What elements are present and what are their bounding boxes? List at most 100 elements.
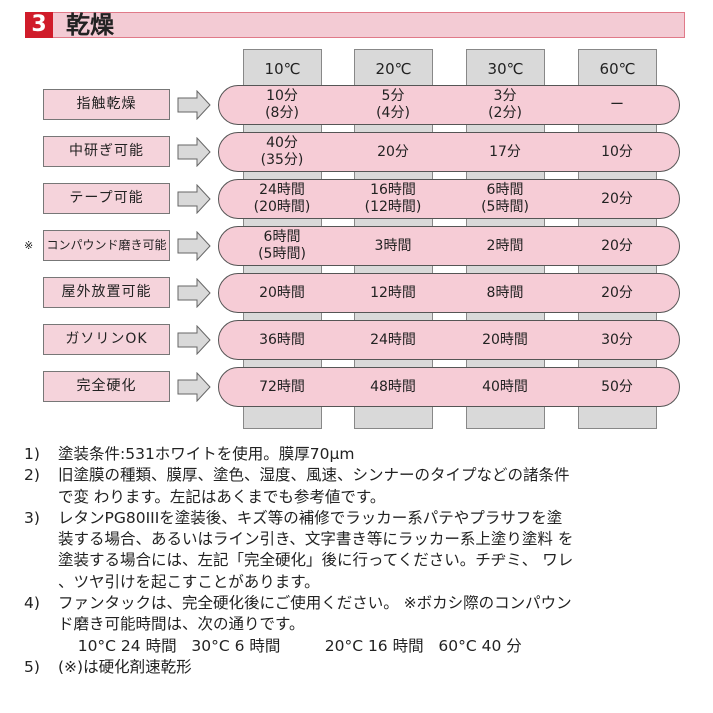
section-title: 乾燥 (66, 11, 114, 39)
marker: ※ (24, 239, 34, 252)
cell-text: 20分 (601, 237, 633, 254)
note-number: 2) (24, 466, 40, 485)
note-line: ド磨き可能時間は、次の通りです。 (58, 615, 305, 634)
column-header: 20℃ (375, 60, 412, 78)
time-cell: 20時間 (449, 320, 561, 360)
row-values (218, 226, 680, 266)
cell-text: (2分) (488, 105, 522, 121)
cell-text: 72時間 (259, 378, 305, 395)
row-values (218, 132, 680, 172)
section-number: 3 (25, 12, 53, 38)
row-label: 屋外放置可能 (43, 277, 170, 308)
cell-text: 3分 (493, 88, 517, 104)
arrow-right-icon (177, 372, 211, 402)
row-values (218, 273, 680, 313)
cell-text: 17分 (489, 143, 521, 160)
row-values (218, 85, 680, 125)
cell-text: (5時間) (258, 246, 306, 262)
time-cell: 30分 (561, 320, 673, 360)
arrow-right-icon (177, 184, 211, 214)
time-cell: 10分 (8分) (226, 85, 338, 125)
cell-text: 6時間 (486, 182, 524, 198)
row-label: 指触乾燥 (43, 89, 170, 120)
note-item: 2) 旧塗膜の種類、膜厚、塗色、湿度、風速、シンナーのタイプなどの諸条件 で変 わり… (24, 465, 573, 508)
cell-text: 16時間 (370, 182, 416, 198)
notes: 1) 塗装条件:531ホワイトを使用。膜厚70μm 2) 旧塗膜の種類、膜厚、塗色、湿… (24, 444, 573, 678)
column-header: 60℃ (599, 60, 636, 78)
cell-text: 24時間 (259, 182, 305, 198)
note-number: 5) (24, 657, 40, 676)
time-cell: 6時間 (5時間) (226, 226, 338, 266)
time-cell: 48時間 (337, 367, 449, 407)
row-values (218, 367, 680, 407)
row-label: コンパウンド磨き可能 (43, 230, 170, 261)
note-line: 塗装する場合には、左記「完全硬化」後に行ってください。チヂミ、 ワレ (58, 551, 574, 570)
time-cell: 24時間 (20時間) (226, 179, 338, 219)
time-cell: 3分 (2分) (449, 85, 561, 125)
cell-text: 40時間 (482, 378, 528, 395)
time-cell: 36時間 (226, 320, 338, 360)
cell-text: 20分 (377, 143, 409, 160)
cell-text: 10分 (266, 88, 298, 104)
time-cell: 50分 (561, 367, 673, 407)
cell-text: 48時間 (370, 378, 416, 395)
note-number: 3) (24, 508, 40, 527)
cell-text: 20時間 (259, 284, 305, 301)
cell-text: 20時間 (482, 331, 528, 348)
note-line: ファンタックは、完全硬化後にご使用ください。 ※ボカシ際のコンパウン (58, 594, 572, 613)
time-cell: 5分 (4分) (337, 85, 449, 125)
note-line: 10°C 24 時間 30°C 6 時間 20°C 16 時間 60°C 40 … (58, 636, 522, 655)
time-cell: 20分 (561, 273, 673, 313)
cell-text: (5時間) (481, 199, 529, 215)
cell-text: 5分 (381, 88, 405, 104)
cell-text: (12時間) (364, 199, 422, 215)
note-line: 装する場合、あるいはライン引き、文字書き等にラッカー系上塗り塗料 を (58, 530, 574, 549)
time-cell: 2時間 (449, 226, 561, 266)
time-cell: 20分 (561, 226, 673, 266)
note-item: 1) 塗装条件:531ホワイトを使用。膜厚70μm (24, 444, 573, 465)
time-cell: 24時間 (337, 320, 449, 360)
row-label: ガソリンOK (43, 324, 170, 355)
cell-text: 10分 (601, 143, 633, 160)
time-cell: 6時間 (5時間) (449, 179, 561, 219)
cell-text: 20分 (601, 190, 633, 207)
row-values (218, 320, 680, 360)
cell-text: 36時間 (259, 331, 305, 348)
cell-text: (8分) (265, 105, 299, 121)
note-item: 4) ファンタックは、完全硬化後にご使用ください。 ※ボカシ際のコンパウン ド磨き可… (24, 593, 573, 657)
note-number: 1) (24, 445, 40, 463)
note-item: 5) (※)は硬化剤速乾形 (24, 657, 573, 678)
time-cell: 20分 (337, 132, 449, 172)
cell-text: 40分 (266, 135, 298, 151)
time-cell: 16時間 (12時間) (337, 179, 449, 219)
cell-text: (4分) (376, 105, 410, 121)
note-line: で変 わります。左記はあくまでも参考値です。 (58, 487, 386, 506)
time-cell: 12時間 (337, 273, 449, 313)
cell-text: 2時間 (486, 237, 524, 254)
arrow-right-icon (177, 90, 211, 120)
time-cell: 20分 (561, 179, 673, 219)
note-line: 旧塗膜の種類、膜厚、塗色、湿度、風速、シンナーのタイプなどの諸条件 (58, 466, 570, 485)
note-line: 、ツヤ引けを起こすことがあります。 (58, 572, 320, 591)
time-cell: 40時間 (449, 367, 561, 407)
note-line: レタンPG80IIIを塗装後、キズ等の補修でラッカー系パテやプラサフを塗 (58, 508, 563, 527)
section-title-bar (25, 12, 685, 38)
column-header: 30℃ (487, 60, 524, 78)
arrow-right-icon (177, 278, 211, 308)
arrow-right-icon (177, 137, 211, 167)
note-line: (※)は硬化剤速乾形 (58, 657, 192, 676)
row-values (218, 179, 680, 219)
time-cell: 3時間 (337, 226, 449, 266)
cell-text: (20時間) (253, 199, 311, 215)
note-number: 4) (24, 594, 40, 613)
cell-text: 20分 (601, 284, 633, 301)
cell-text: 30分 (601, 331, 633, 348)
cell-text: 3時間 (374, 237, 412, 254)
time-cell: 20時間 (226, 273, 338, 313)
cell-text: 24時間 (370, 331, 416, 348)
time-cell: ー (561, 85, 673, 125)
note-line: 塗装条件:531ホワイトを使用。膜厚70μm (58, 445, 355, 463)
cell-text: 6時間 (263, 229, 301, 245)
arrow-right-icon (177, 231, 211, 261)
cell-text: 12時間 (370, 284, 416, 301)
